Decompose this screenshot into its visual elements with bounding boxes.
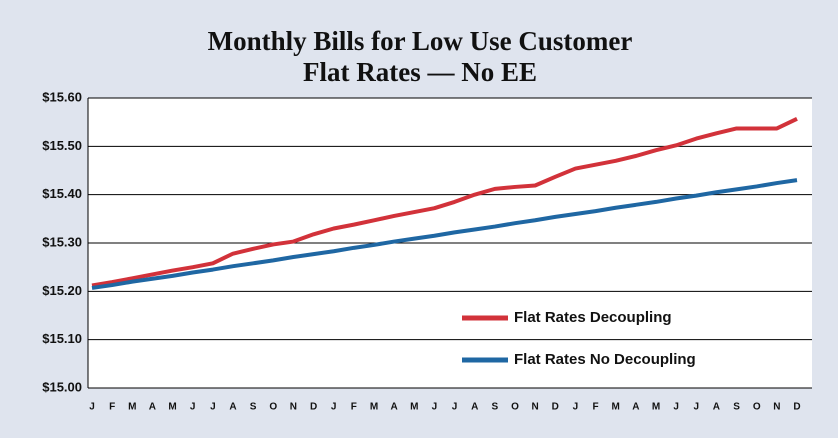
series-line <box>91 116 798 288</box>
x-tick-label: O <box>511 402 519 413</box>
x-tick-label: J <box>89 402 95 413</box>
x-tick-label: F <box>351 402 357 413</box>
x-tick-label: A <box>713 402 720 413</box>
x-tick-label: F <box>109 402 115 413</box>
x-tick-label: N <box>773 402 780 413</box>
x-tick-label: S <box>733 402 740 413</box>
x-tick-label: J <box>210 402 216 413</box>
y-tick-label: $15.40 <box>42 186 82 201</box>
x-tick-label: D <box>793 402 800 413</box>
x-tick-label: A <box>471 402 478 413</box>
x-tick-label: N <box>532 402 539 413</box>
x-tick-label: J <box>432 402 438 413</box>
x-tick-label: O <box>753 402 761 413</box>
x-tick-label: M <box>168 402 176 413</box>
x-tick-label: J <box>673 402 679 413</box>
legend-label: Flat Rates No Decoupling <box>514 351 696 368</box>
y-tick-label: $15.50 <box>42 138 82 153</box>
x-tick-label: M <box>370 402 378 413</box>
chart-title: Monthly Bills for Low Use Customer <box>208 26 633 56</box>
x-tick-label: A <box>229 402 236 413</box>
x-tick-label: D <box>310 402 317 413</box>
x-tick-label: S <box>250 402 257 413</box>
x-tick-label: D <box>552 402 559 413</box>
x-tick-label: A <box>391 402 398 413</box>
x-tick-label: A <box>632 402 639 413</box>
x-tick-label: O <box>269 402 277 413</box>
x-tick-label: M <box>612 402 620 413</box>
y-tick-label: $15.10 <box>42 331 82 346</box>
x-tick-label: A <box>149 402 156 413</box>
x-tick-label: J <box>694 402 700 413</box>
y-tick-label: $15.20 <box>42 283 82 298</box>
legend-label: Flat Rates Decoupling <box>514 309 672 326</box>
x-tick-label: M <box>410 402 418 413</box>
x-tick-label: M <box>652 402 660 413</box>
x-tick-label: J <box>331 402 337 413</box>
x-tick-label: J <box>573 402 579 413</box>
x-tick-label: M <box>128 402 136 413</box>
y-tick-label: $15.00 <box>42 379 82 394</box>
x-tick-label: N <box>290 402 297 413</box>
x-tick-label: F <box>593 402 599 413</box>
y-tick-label: $15.60 <box>42 89 82 104</box>
chart-subtitle: Flat Rates — No EE <box>303 57 537 87</box>
x-tick-label: S <box>492 402 499 413</box>
series-line <box>91 178 798 290</box>
x-tick-label: J <box>190 402 196 413</box>
y-tick-label: $15.30 <box>42 234 82 249</box>
x-tick-label: J <box>452 402 458 413</box>
